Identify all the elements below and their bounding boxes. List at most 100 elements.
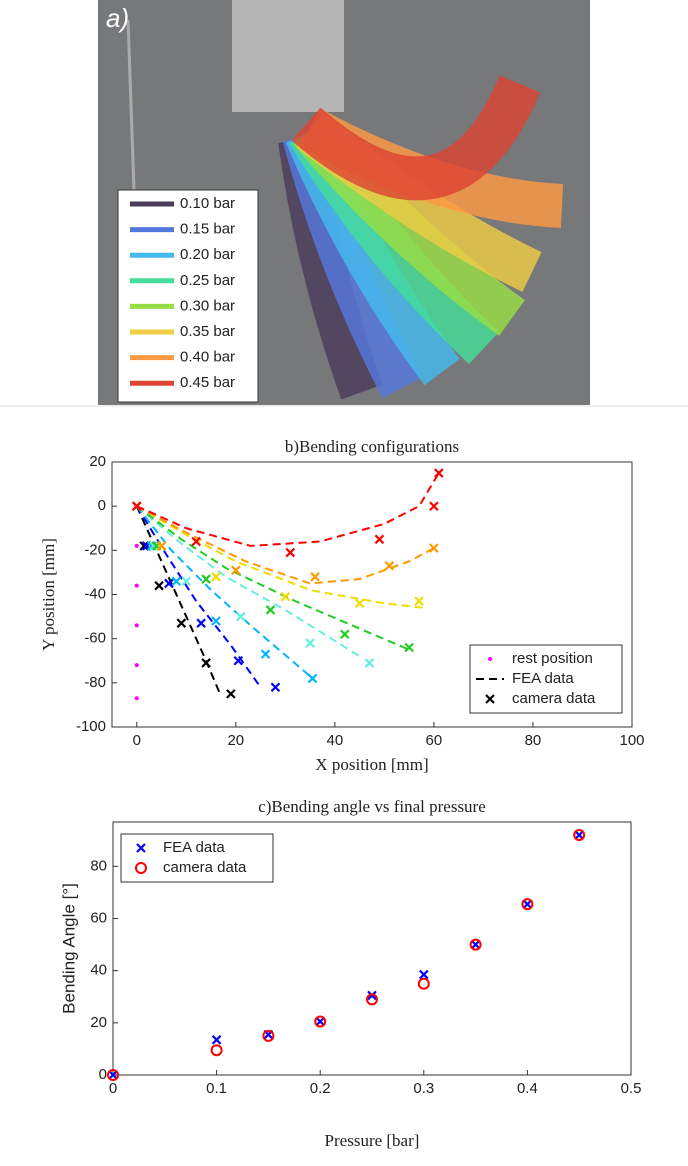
legend-sample [488, 657, 492, 661]
cross-marker [419, 969, 429, 980]
circle-marker [210, 1044, 223, 1057]
x-axis-label: Pressure [bar] [325, 1131, 420, 1150]
y-tick-label: -80 [84, 674, 106, 691]
cross-marker [211, 572, 221, 582]
x-tick-label: 0 [133, 732, 141, 749]
y-tick-label: -40 [84, 585, 106, 602]
dot-marker [134, 696, 139, 701]
y-tick-label: 60 [90, 909, 107, 926]
cross-marker [429, 501, 439, 511]
x-tick-label: 80 [525, 732, 542, 749]
photo-clamp [232, 0, 344, 112]
fea-curve [136, 505, 425, 609]
y-tick-label: 40 [90, 962, 107, 979]
legend-sample [485, 694, 495, 704]
cross-marker [354, 598, 365, 609]
cross-marker [231, 565, 241, 575]
dot-marker [134, 663, 139, 668]
legend-label: 0.35 bar [180, 323, 235, 340]
cross-marker [164, 578, 174, 589]
cross-marker [191, 536, 201, 547]
cross-marker [280, 591, 291, 602]
cross-marker [522, 899, 533, 909]
cross-marker [156, 541, 167, 551]
x-tick-label: 40 [327, 732, 344, 749]
fea-curve [136, 505, 435, 585]
legend-label: 0.30 bar [180, 297, 235, 314]
cross-marker [285, 547, 296, 558]
circle-marker [469, 938, 482, 951]
x-tick-label: 0.3 [413, 1080, 434, 1097]
cross-marker [149, 541, 159, 551]
cross-marker [139, 541, 149, 551]
bending-shape [291, 75, 541, 201]
cross-marker [339, 629, 350, 640]
cross-marker [181, 576, 192, 587]
y-tick-label: 20 [89, 453, 106, 470]
x-tick-label: 20 [227, 732, 244, 749]
legend-label: FEA data [512, 670, 574, 687]
legend-label: 0.40 bar [180, 349, 235, 366]
legend-box [120, 833, 274, 883]
legend-label: rest position [512, 650, 593, 667]
fea-curve [136, 505, 410, 651]
cross-marker [305, 638, 315, 648]
cross-marker [470, 939, 481, 950]
cross-marker [154, 580, 164, 591]
circle-marker [107, 1069, 119, 1081]
dot-marker [134, 543, 139, 548]
x-tick-label: 0 [109, 1080, 117, 1097]
y-tick-label: -100 [76, 718, 106, 735]
cross-marker [260, 649, 271, 659]
cross-marker [201, 574, 211, 584]
cross-marker [404, 642, 414, 653]
circle-marker [262, 1029, 275, 1042]
circle-marker [314, 1015, 327, 1028]
legend-label: 0.10 bar [180, 195, 235, 212]
legend-label: 0.45 bar [180, 374, 235, 391]
fea-curve [136, 505, 361, 658]
y-tick-label: -20 [84, 541, 106, 558]
cross-marker [414, 596, 424, 606]
cross-marker [108, 1070, 118, 1080]
x-tick-label: 0.1 [206, 1080, 227, 1097]
legend-label: 0.20 bar [180, 246, 235, 263]
cross-marker [364, 658, 375, 668]
cross-marker [367, 990, 377, 1001]
cross-marker [226, 689, 236, 699]
cross-marker [131, 501, 142, 511]
y-tick-label: -60 [84, 630, 106, 647]
cross-marker [310, 572, 320, 582]
x-tick-label: 0.5 [621, 1080, 642, 1097]
cross-marker [233, 655, 244, 666]
y-tick-label: 0 [99, 1066, 107, 1083]
fea-curve [136, 472, 440, 547]
legend-label: camera data [512, 690, 596, 707]
legend-sample [135, 862, 147, 874]
dot-marker [134, 583, 139, 588]
chart-title: b)Bending configurations [285, 437, 459, 456]
cross-marker [374, 534, 385, 545]
dot-marker [134, 623, 139, 628]
x-tick-label: 0.2 [310, 1080, 331, 1097]
cross-marker [307, 673, 318, 684]
cross-marker [176, 618, 187, 628]
circle-marker [573, 829, 586, 842]
legend-label: FEA data [163, 839, 225, 856]
cross-marker [270, 682, 281, 693]
y-tick-label: 20 [90, 1014, 107, 1031]
x-tick-label: 100 [619, 732, 644, 749]
cross-marker [384, 561, 395, 571]
legend-label: 0.15 bar [180, 221, 235, 238]
legend-sample [136, 843, 146, 853]
cross-marker [211, 1035, 222, 1045]
fea-curve [135, 505, 311, 677]
photo-legend-box [117, 189, 259, 403]
cross-marker [171, 576, 182, 587]
y-tick-label: 0 [98, 497, 106, 514]
legend-label: camera data [163, 859, 247, 876]
cross-marker [429, 543, 439, 553]
cross-marker [235, 611, 246, 622]
cross-marker [201, 658, 211, 668]
